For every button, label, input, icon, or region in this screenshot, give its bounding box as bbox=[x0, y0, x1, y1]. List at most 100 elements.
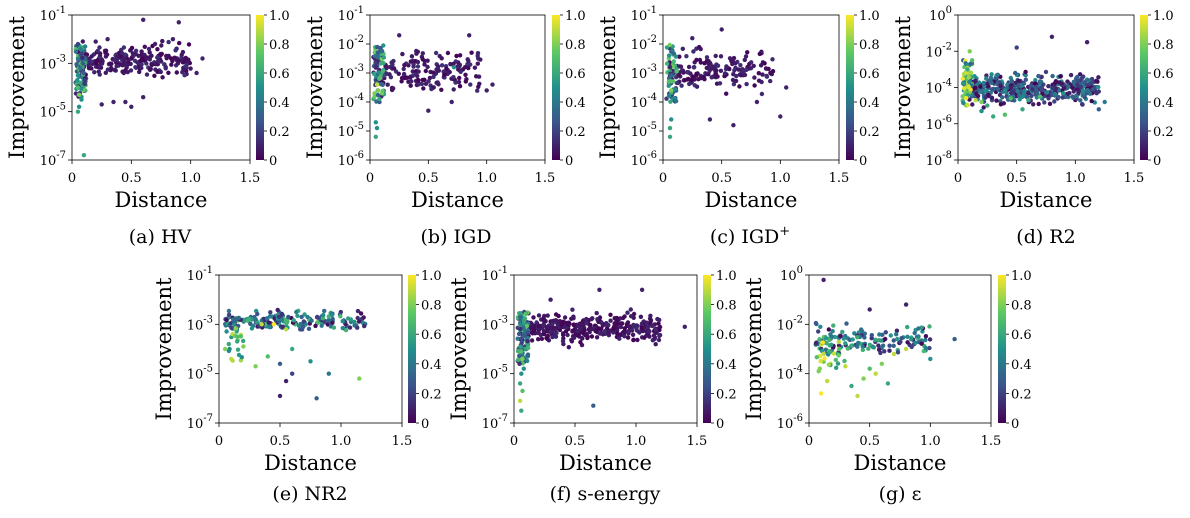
scatter-point bbox=[467, 33, 472, 38]
scatter-point bbox=[545, 313, 550, 318]
scatter-point bbox=[1068, 72, 1074, 78]
scatter-point bbox=[475, 88, 480, 93]
scatter-point bbox=[283, 378, 289, 384]
scatter-point bbox=[591, 403, 596, 408]
scatter-point bbox=[136, 53, 141, 58]
scatter-point bbox=[960, 81, 966, 86]
scatter-point bbox=[1061, 91, 1066, 96]
scatter-point bbox=[109, 65, 114, 71]
scatter-point bbox=[79, 51, 84, 56]
scatter-point bbox=[752, 83, 757, 88]
scatter-point bbox=[960, 76, 965, 81]
scatter-point bbox=[871, 345, 876, 350]
scatter-point bbox=[981, 80, 986, 86]
scatter-point bbox=[814, 355, 819, 360]
scatter-point bbox=[732, 68, 737, 73]
scatter-point bbox=[566, 322, 571, 328]
scatter-point bbox=[226, 341, 231, 347]
scatter-point bbox=[283, 327, 289, 332]
scatter-point bbox=[525, 352, 531, 357]
colorbar: 0 0.2 0.4 0.6 0.8 1.0 bbox=[408, 269, 442, 432]
scatter-point bbox=[894, 332, 899, 337]
scatter-point bbox=[719, 27, 724, 32]
scatter-point bbox=[182, 73, 187, 78]
scatter-point bbox=[73, 49, 79, 54]
scatter-point bbox=[704, 55, 710, 60]
scatter-point bbox=[229, 325, 234, 330]
scatter-point bbox=[867, 342, 873, 347]
scatter-point bbox=[677, 54, 682, 59]
scatter-point bbox=[325, 318, 331, 323]
scatter-point bbox=[235, 334, 240, 339]
scatter-point bbox=[402, 62, 407, 68]
scatter-point bbox=[562, 315, 568, 320]
scatter-point bbox=[233, 326, 239, 331]
scatter-point bbox=[517, 361, 522, 366]
scatter-point bbox=[75, 73, 81, 78]
scatter-point bbox=[698, 60, 703, 65]
scatter-point bbox=[156, 58, 161, 64]
scatter-point bbox=[516, 331, 522, 337]
colorbar-tick-label: 0.4 bbox=[421, 358, 442, 373]
scatter-point bbox=[301, 324, 306, 329]
scatter-point bbox=[638, 314, 644, 319]
scatter-point bbox=[873, 371, 878, 376]
x-tick-label: 1.5 bbox=[535, 171, 556, 186]
scatter-point bbox=[614, 331, 620, 336]
scatter-point bbox=[644, 320, 649, 325]
scatter-point bbox=[1036, 101, 1041, 107]
scatter-point bbox=[855, 344, 860, 349]
scatter-point bbox=[163, 64, 168, 70]
scatter-point bbox=[570, 307, 575, 312]
scatter-points bbox=[960, 34, 1107, 119]
scatter-point bbox=[738, 62, 743, 68]
scatter-point bbox=[422, 62, 427, 67]
scatter-point bbox=[159, 43, 164, 48]
scatter-point bbox=[1080, 93, 1085, 98]
scatter-point bbox=[825, 378, 830, 384]
scatter-point bbox=[717, 81, 723, 86]
scatter-point bbox=[105, 67, 111, 72]
scatter-point bbox=[625, 310, 630, 315]
colorbar: 0 0.2 0.4 0.6 0.8 1.0 bbox=[998, 269, 1032, 432]
scatter-point bbox=[456, 67, 461, 72]
scatter-point bbox=[597, 331, 603, 336]
plot-frame bbox=[369, 14, 546, 161]
scatter-point bbox=[313, 323, 318, 329]
y-tick-label: 10-4 bbox=[777, 364, 803, 383]
scatter-point bbox=[224, 329, 229, 334]
scatter-point bbox=[155, 47, 160, 52]
scatter-point bbox=[1076, 89, 1081, 95]
scatter-point bbox=[880, 343, 886, 348]
scatter-point bbox=[534, 320, 539, 325]
x-tick-label: 1.0 bbox=[476, 171, 497, 186]
scatter-point bbox=[968, 61, 973, 66]
scatter-point bbox=[1075, 74, 1080, 80]
scatter-point bbox=[891, 343, 896, 348]
scatter-point bbox=[279, 311, 285, 317]
scatter-point bbox=[445, 50, 451, 56]
scatter-point bbox=[601, 322, 606, 327]
scatter-point bbox=[1002, 112, 1008, 117]
scatter-point bbox=[348, 317, 354, 322]
scatter-point bbox=[139, 49, 144, 54]
scatter-point bbox=[1066, 84, 1071, 89]
scatter-point bbox=[842, 358, 847, 364]
colorbar-tick-label: 1.0 bbox=[421, 269, 442, 284]
scatter-point bbox=[571, 314, 576, 319]
scatter-point bbox=[648, 318, 654, 323]
scatter-point bbox=[768, 70, 773, 76]
scatter-point bbox=[667, 64, 673, 70]
scatter-point bbox=[515, 357, 521, 362]
scatter-point bbox=[1071, 79, 1077, 85]
scatter-point bbox=[878, 338, 884, 343]
scatter-point bbox=[180, 49, 186, 55]
scatter-point bbox=[873, 337, 878, 342]
y-tick-label: 100 bbox=[780, 265, 803, 284]
scatter-point bbox=[836, 343, 842, 348]
y-tick-label: 10-3 bbox=[338, 63, 364, 82]
scatter-point bbox=[160, 75, 165, 80]
scatter-point bbox=[362, 323, 367, 329]
scatter-point bbox=[536, 337, 541, 342]
scatter-point bbox=[520, 388, 525, 394]
